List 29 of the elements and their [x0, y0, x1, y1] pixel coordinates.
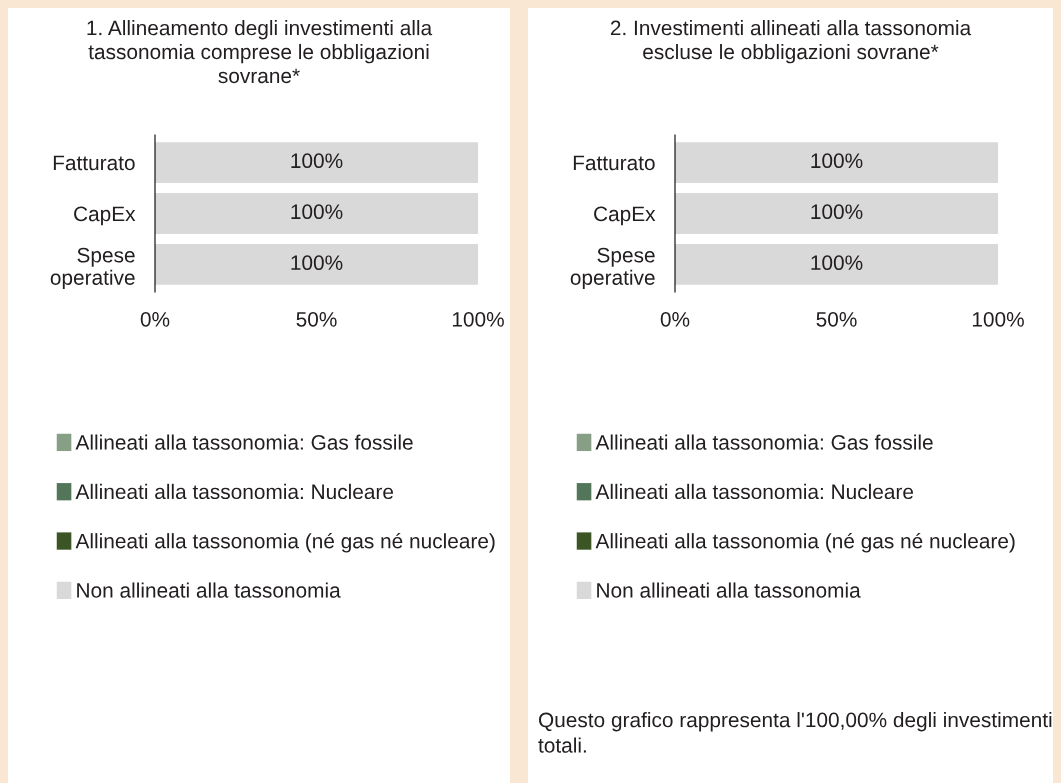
y-tick-label: CapEx [74, 206, 136, 226]
legend-label: Allineati alla tassonomia: Nucleare [595, 483, 914, 500]
data-label: 100% [291, 153, 343, 169]
legend-label: Non allineati alla tassonomia [77, 582, 341, 598]
chart-title: 1. Allineamento degli investimenti alla tassonomia comprese le obbligazioni sovrane* [87, 20, 433, 84]
data-label: 100% [811, 204, 863, 220]
legend-label: Allineati alla tassonomia: Gas fossile [595, 434, 933, 450]
x-tick-label: 0% [660, 311, 690, 327]
legend-label: Allineati alla tassonomia (né gas né nucleare) [595, 532, 1015, 553]
legend-label: Allineati alla tassonomia: Nucleare [75, 483, 394, 500]
x-tick-label: 0% [140, 311, 170, 327]
text: Questo grafico rappresenta l'100,00% degli investimenti totali. [538, 712, 1052, 753]
y-tick-label: Fatturato [573, 155, 655, 171]
y-tick-label: Spese operative [570, 247, 655, 290]
y-tick-label: Fatturato [53, 155, 135, 171]
x-tick-label: 50% [296, 311, 337, 327]
data-label: 100% [291, 255, 343, 271]
data-label: 100% [811, 153, 863, 169]
x-tick-label: 100% [452, 311, 504, 327]
legend-label: Allineati alla tassonomia: Gas fossile [75, 434, 413, 450]
y-tick-label: CapEx [594, 206, 656, 226]
x-tick-label: 100% [972, 311, 1024, 327]
y-tick-label: Spese operative [50, 247, 135, 290]
data-label: 100% [811, 255, 863, 271]
x-tick-label: 50% [816, 311, 857, 327]
legend-label: Non allineati alla tassonomia [597, 582, 861, 598]
chart-title: 2. Investimenti allineati alla tassonomia escluse le obbligazioni sovrane* [610, 20, 972, 64]
legend-label: Allineati alla tassonomia (né gas né nucleare) [75, 532, 495, 553]
data-label: 100% [291, 204, 343, 220]
